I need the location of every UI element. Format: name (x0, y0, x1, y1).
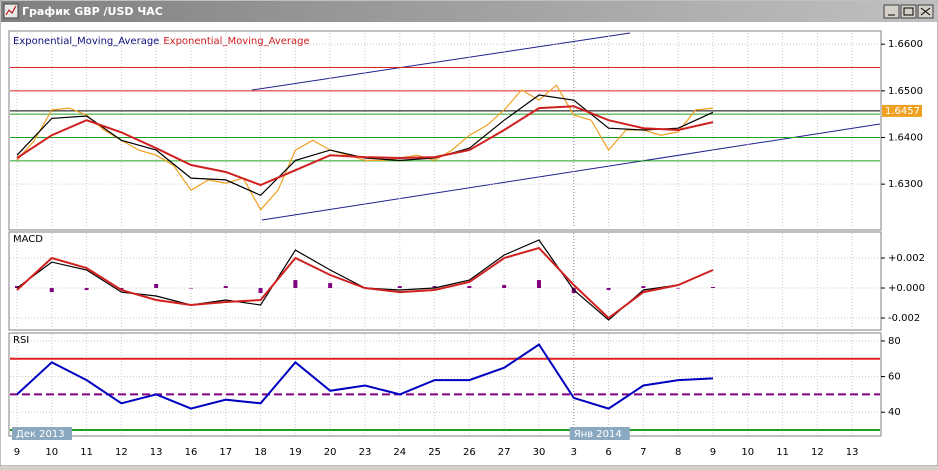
series-line (16, 343, 714, 410)
x-tick-label: 18 (254, 447, 267, 458)
histogram-bar (293, 280, 298, 289)
series-line (16, 105, 714, 187)
y-tick-label: 1.6600 (888, 39, 923, 50)
x-tick-label: 20 (324, 447, 337, 458)
histogram-bar (536, 280, 541, 289)
macd-pane (8, 231, 882, 331)
x-tick-label: 24 (393, 447, 406, 458)
histogram-bar (49, 288, 54, 293)
x-tick-label: 13 (150, 447, 163, 458)
histogram-bar (502, 285, 507, 289)
date-label-box (569, 427, 630, 440)
y-tick-label: +0.002 (888, 253, 925, 264)
date-label: Янв 2014 (574, 429, 622, 440)
histogram-bar (641, 286, 646, 289)
histogram-bar (223, 286, 228, 289)
x-tick-label: 9 (14, 447, 20, 458)
rsi-pane (8, 332, 882, 437)
date-label-box (12, 427, 72, 440)
close-button[interactable] (917, 4, 934, 19)
histogram-bar (154, 283, 159, 289)
y-tick-label: 60 (888, 372, 901, 383)
last-price-label: 1.6457 (885, 106, 920, 117)
y-tick-label: 1.6300 (888, 179, 923, 190)
y-tick-label: 1.6400 (888, 132, 923, 143)
maximize-button[interactable] (900, 4, 917, 19)
x-tick-label: 23 (359, 447, 372, 458)
histogram-bar (467, 286, 472, 289)
price-pane (8, 30, 882, 231)
x-tick-label: 3 (571, 447, 577, 458)
date-label: Дек 2013 (16, 429, 65, 440)
x-tick-label: 10 (45, 447, 58, 458)
y-tick-label: 1.6500 (888, 86, 923, 97)
histogram-bar (188, 288, 193, 289)
x-tick-label: 30 (533, 447, 546, 458)
x-tick-label: 16 (185, 447, 198, 458)
x-tick-label: 12 (115, 447, 128, 458)
x-tick-label: 10 (741, 447, 754, 458)
series-line (16, 246, 714, 320)
pane-title: MACD (13, 234, 43, 245)
y-tick-label: 80 (888, 336, 901, 347)
x-tick-label: 26 (463, 447, 476, 458)
legend-entry: Exponential_Moving_Average (13, 36, 159, 47)
x-tick-label: 12 (811, 447, 824, 458)
x-tick-label: 9 (710, 447, 716, 458)
x-tick-label: 19 (289, 447, 302, 458)
x-tick-label: 17 (219, 447, 232, 458)
histogram-bar (432, 286, 437, 289)
x-tick-label: 8 (675, 447, 681, 458)
window-icon (3, 3, 19, 19)
window-icon-glyph (5, 5, 17, 16)
histogram-bar (676, 288, 681, 289)
channel-upper (251, 32, 631, 91)
x-tick-label: 27 (498, 447, 511, 458)
y-tick-label: -0.002 (888, 313, 920, 324)
minimize-button[interactable] (883, 4, 900, 19)
histogram-bar (14, 286, 19, 289)
x-tick-label: 25 (428, 447, 441, 458)
histogram-bar (397, 286, 402, 289)
histogram-bar (328, 283, 333, 289)
x-tick-label: 11 (80, 447, 93, 458)
histogram-bar (258, 288, 263, 293)
legend-entry: Exponential_Moving_Average (163, 36, 309, 47)
pane-title: RSI (13, 335, 29, 346)
histogram-bar (710, 286, 715, 289)
x-tick-label: 6 (605, 447, 611, 458)
last-price-box (882, 104, 922, 117)
y-tick-label: +0.000 (888, 283, 925, 294)
x-tick-label: 7 (640, 447, 646, 458)
title-bar (1, 1, 937, 22)
window-title: График GBP /USD ЧАС (22, 5, 163, 18)
y-tick-label: 40 (888, 407, 901, 418)
series-line (16, 84, 714, 211)
x-tick-label: 13 (846, 447, 859, 458)
histogram-bar (606, 288, 611, 290)
x-tick-label: 11 (776, 447, 789, 458)
histogram-bar (84, 288, 89, 290)
